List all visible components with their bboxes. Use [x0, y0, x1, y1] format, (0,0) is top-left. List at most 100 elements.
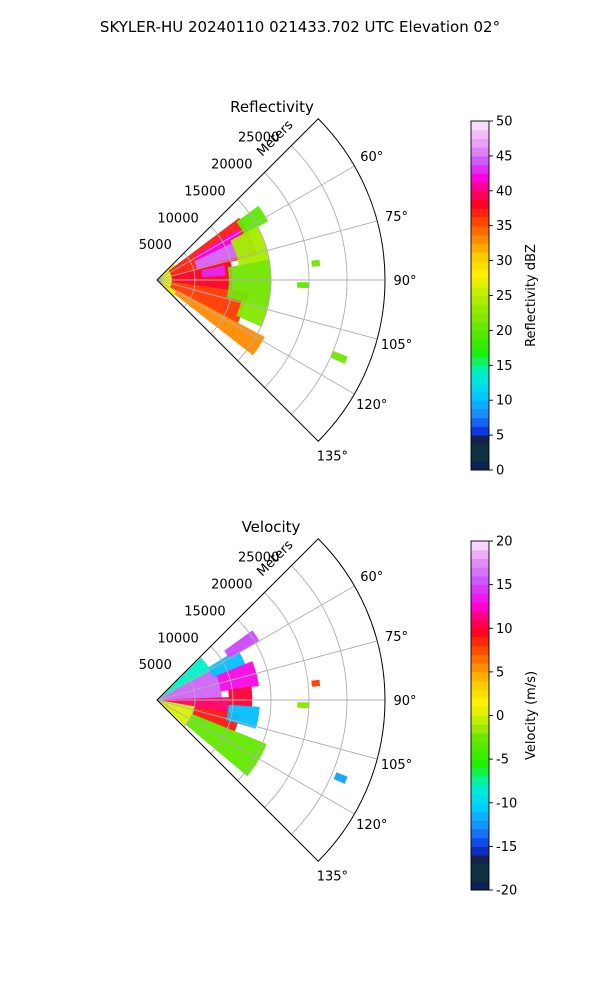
colorbar-swatch — [471, 216, 489, 227]
azimuth-spoke — [156, 279, 378, 340]
azimuth-spoke — [156, 220, 378, 281]
velocity-echo-region — [226, 704, 260, 729]
colorbar-swatch — [471, 837, 489, 847]
colorbar-swatch — [471, 794, 489, 804]
velocity-echo-field — [157, 630, 348, 784]
range-ring-label: 25000 — [238, 131, 279, 146]
colorbar-swatch — [471, 619, 489, 629]
azimuth-spoke — [156, 699, 355, 815]
colorbar-swatch — [471, 654, 489, 664]
colorbar-swatch — [471, 365, 489, 375]
colorbar-swatch — [471, 443, 489, 454]
colorbar-tick-label: 35 — [496, 219, 513, 234]
azimuth-tick-label: 120° — [356, 818, 387, 833]
colorbar-swatch — [471, 828, 489, 839]
colorbar-swatch — [471, 855, 489, 865]
colorbar-swatch — [471, 251, 489, 262]
colorbar-swatch — [471, 846, 489, 856]
colorbar-swatch — [471, 593, 489, 603]
range-ring-label: 15000 — [184, 184, 225, 199]
azimuth-tick-label: 120° — [356, 398, 387, 413]
velocity-echo-region — [333, 772, 348, 784]
azimuth-spoke — [156, 585, 355, 701]
colorbar-swatch — [471, 400, 489, 410]
colorbar-swatch — [471, 636, 489, 647]
range-ring-label: 20000 — [211, 158, 252, 173]
reflectivity-title: Reflectivity — [230, 98, 314, 116]
colorbar-swatch — [471, 461, 489, 471]
colorbar-tick-label: -15 — [496, 840, 517, 855]
colorbar-tick-label: 10 — [496, 394, 513, 409]
colorbar-swatch — [471, 680, 489, 690]
colorbar-swatch — [471, 567, 489, 577]
colorbar-tick-label: 0 — [496, 709, 504, 724]
colorbar-swatch — [471, 260, 489, 270]
azimuth-tick-label: 60° — [360, 150, 383, 165]
colorbar-label: Velocity (m/s) — [524, 671, 539, 760]
colorbar-tick-label: 30 — [496, 254, 513, 269]
colorbar-swatch — [471, 435, 489, 445]
colorbar-swatch — [471, 820, 489, 830]
colorbar-swatch — [471, 138, 489, 148]
colorbar-swatch — [471, 225, 489, 235]
colorbar-tick-label: -20 — [496, 884, 517, 899]
velocity-echo-region — [297, 702, 310, 709]
range-ring-label: 20000 — [211, 578, 252, 593]
range-ring-label: 25000 — [238, 551, 279, 566]
colorbar-swatch — [471, 408, 489, 419]
velocity-panel: Velocity 60° 75° 90° 105° 120° 135° 5000 10000 1… — [139, 518, 539, 899]
colorbar-swatch — [471, 286, 489, 296]
colorbar-swatch — [471, 802, 489, 812]
colorbar-swatch — [471, 698, 489, 708]
colorbar-swatch — [471, 304, 489, 314]
colorbar-tick-label: 0 — [496, 464, 504, 479]
colorbar-swatch — [471, 671, 489, 682]
azimuth-tick-label: 75° — [385, 210, 408, 225]
colorbar-swatch — [471, 549, 489, 559]
colorbar-swatch — [471, 610, 489, 621]
colorbar-swatch — [471, 147, 489, 157]
colorbar-swatch — [471, 715, 489, 725]
colorbar-swatch — [471, 155, 489, 166]
colorbar-swatch — [471, 602, 489, 612]
colorbar-swatch — [471, 811, 489, 821]
reflectivity-panel: Reflectivity 60° 75° 90° 105° 120° 135° 5000 10… — [139, 98, 539, 479]
colorbar-tick-label: 10 — [496, 622, 513, 637]
sector-boundary — [156, 118, 386, 442]
colorbar-swatch — [471, 321, 489, 331]
colorbar-swatch — [471, 785, 489, 795]
colorbar-tick-label: 25 — [496, 289, 513, 304]
colorbar-label: Reflectivity dBZ — [524, 244, 539, 347]
reflectivity-echo-field — [157, 205, 348, 364]
colorbar-swatch — [471, 863, 489, 874]
velocity-polar-grid: 60° 75° 90° 105° 120° 135° 5000 10000 15000 20000… — [139, 538, 417, 885]
colorbar-swatch — [471, 312, 489, 323]
colorbar-tick-label: 15 — [496, 578, 513, 593]
colorbar-swatch — [471, 767, 489, 778]
velocity-colorbar: -20 -15 -10 -5 0 5 10 15 20 Velocity (m/s) — [470, 535, 539, 899]
colorbar-swatch — [471, 330, 489, 340]
colorbar-swatch — [471, 628, 489, 638]
azimuth-tick-label: 105° — [381, 758, 412, 773]
colorbar-tick-label: 5 — [496, 429, 504, 444]
colorbar-swatch — [471, 426, 489, 436]
colorbar-swatch — [471, 278, 489, 288]
colorbar-swatch — [471, 269, 489, 279]
velocity-title: Velocity — [242, 518, 301, 536]
colorbar-swatch — [471, 182, 489, 192]
colorbar-tick-label: 45 — [496, 149, 513, 164]
colorbar-swatch — [471, 190, 489, 201]
range-ring-label: 5000 — [139, 238, 172, 253]
velocity-echo-region — [216, 661, 259, 692]
colorbar-swatch — [471, 243, 489, 253]
colorbar-tick-label: 20 — [496, 324, 513, 339]
colorbar-swatch — [471, 759, 489, 769]
reflectivity-echo-region — [201, 265, 226, 278]
velocity-echo-region — [208, 649, 246, 678]
colorbar-swatch — [471, 706, 489, 716]
colorbar-swatch — [471, 129, 489, 139]
colorbar-tick-label: -5 — [496, 753, 509, 768]
colorbar-tick-label: 50 — [496, 115, 513, 130]
sector-boundary — [156, 538, 386, 862]
colorbar-swatch — [471, 558, 489, 568]
